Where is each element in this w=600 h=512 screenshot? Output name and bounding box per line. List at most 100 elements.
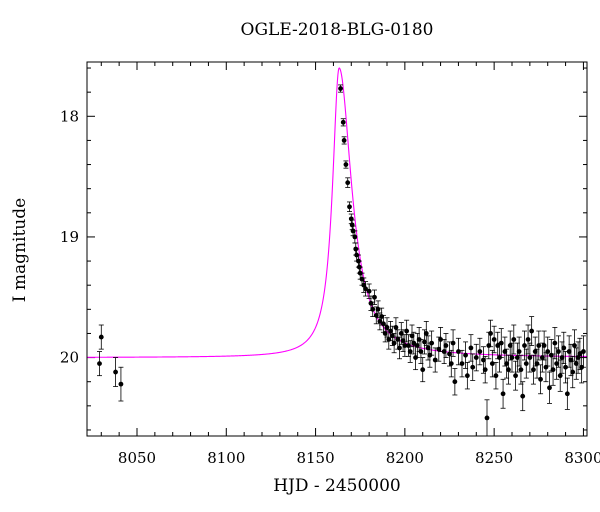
data-point [411,331,417,355]
data-point [509,342,515,373]
data-point [450,329,456,357]
data-marker [384,325,390,330]
data-marker [570,369,576,375]
y-tick-label: 18 [60,107,79,125]
data-point [423,320,429,346]
data-marker [97,361,102,367]
data-marker [552,340,558,346]
data-point [425,335,431,361]
data-marker [422,339,427,345]
data-point [455,337,461,366]
data-marker [414,343,420,348]
data-point [340,118,346,127]
data-point [547,371,552,404]
data-point [504,348,510,379]
data-marker [554,361,560,367]
data-point [338,84,344,93]
x-tick-label: 8050 [118,449,156,467]
data-marker [516,349,522,354]
data-marker [411,340,417,346]
data-point [420,357,426,383]
data-point [488,319,494,348]
data-marker [447,351,452,357]
data-marker [564,391,570,397]
data-marker [409,333,415,339]
data-marker [391,340,397,346]
x-axis-label: HJD - 2450000 [273,476,401,496]
data-marker [566,349,572,354]
data-point [443,333,449,358]
data-marker [397,345,402,351]
data-point [388,320,394,342]
data-marker [425,345,431,351]
data-marker [343,162,349,167]
data-point [97,351,102,377]
model-curve-layer [87,67,588,358]
data-marker [370,306,376,312]
data-point [404,319,410,343]
data-marker [98,334,104,340]
x-tick-label: 8250 [475,449,513,467]
data-marker [395,337,401,342]
data-marker [523,361,529,367]
plot-frame [86,61,588,437]
data-marker [372,294,377,300]
data-point [539,342,545,373]
data-point [397,336,402,360]
data-point [391,333,397,354]
data-point [345,177,351,188]
data-marker [541,343,547,348]
data-point [407,340,413,363]
data-marker [504,361,510,367]
data-point [573,347,579,380]
data-point [511,324,517,355]
data-marker [577,351,583,357]
axis-ticks: 8050 8100 8150 8200 8250 8300 18 19 20 [60,62,600,467]
data-point [482,355,488,384]
x-tick-label: 8100 [207,449,245,467]
data-point [436,336,442,362]
data-point [561,331,567,365]
data-point [493,362,499,390]
data-marker [118,381,124,387]
data-point [484,399,490,437]
data-point [347,201,352,213]
data-point [343,160,349,169]
data-marker [482,367,488,373]
data-marker [545,349,551,354]
data-point [366,283,372,299]
data-point [363,281,369,297]
data-marker [366,288,372,294]
data-marker [464,373,470,379]
x-tick-label: 8200 [386,449,424,467]
data-marker [506,367,511,373]
data-point [552,327,558,360]
data-point [432,347,438,373]
data-point [513,360,519,391]
data-marker [418,349,424,354]
data-point [98,324,104,350]
data-marker [468,345,474,351]
data-marker [522,343,527,348]
model-curve [87,67,588,358]
data-marker [500,391,506,397]
data-point [580,335,586,368]
data-marker [489,361,495,367]
data-point [464,362,470,390]
y-tick-label: 20 [60,349,79,367]
data-marker [459,361,465,367]
data-marker [534,361,540,367]
data-point [572,329,577,362]
data-marker [527,355,533,360]
data-point [557,359,563,392]
data-marker [341,138,347,143]
data-marker [559,355,565,360]
chart-title: OGLE-2018-BLG-0180 [240,20,434,40]
data-point [564,377,570,410]
data-marker [536,343,542,348]
data-point [348,213,354,225]
data-marker [509,355,515,360]
data-point [477,337,483,366]
data-marker [429,340,435,346]
